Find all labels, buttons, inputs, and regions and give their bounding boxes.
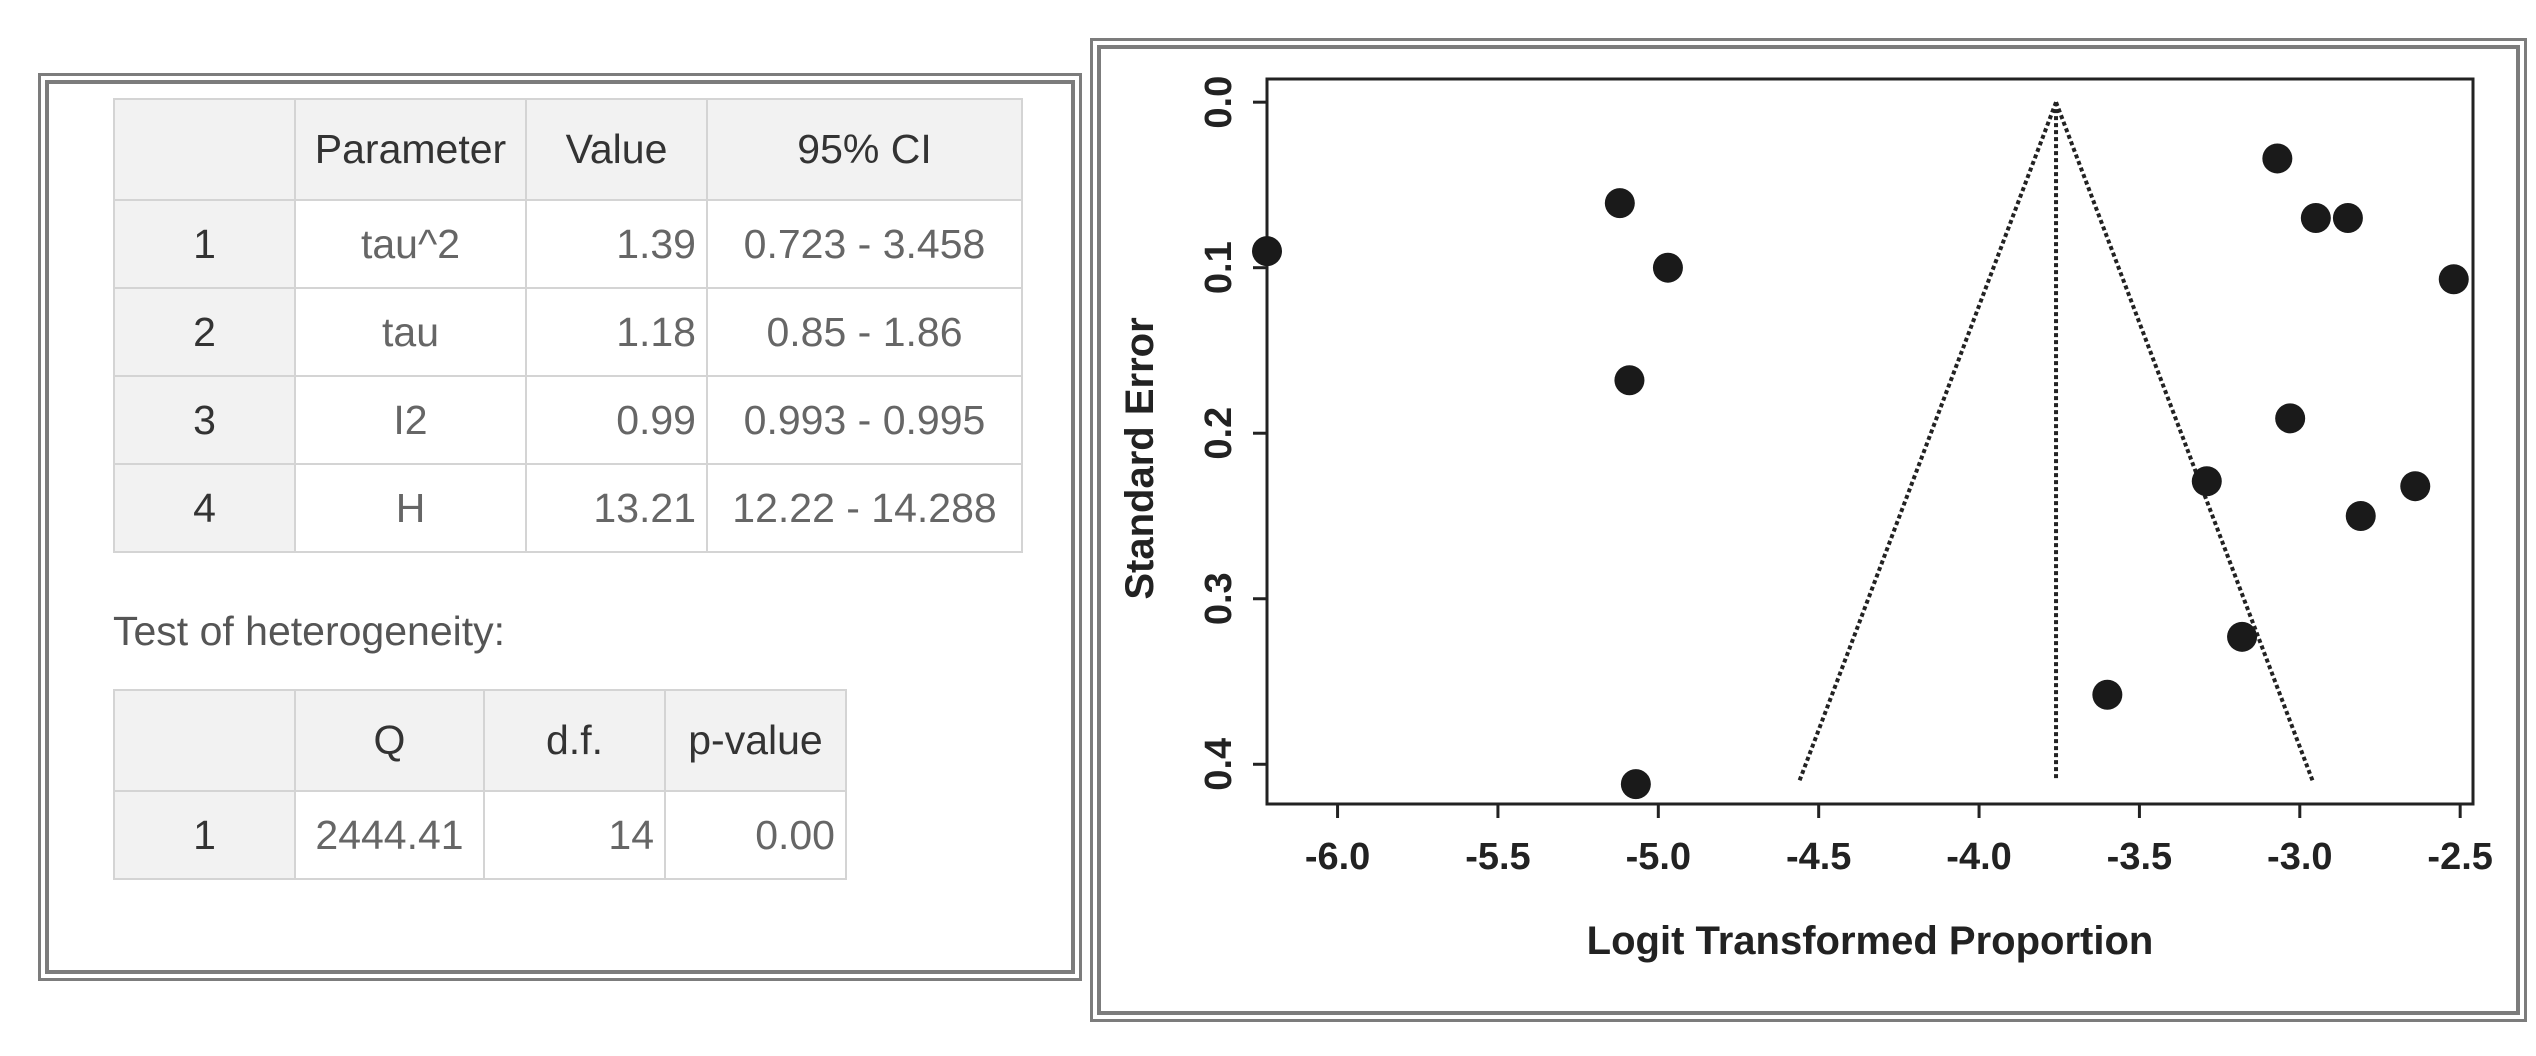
data-point [1604, 188, 1635, 219]
x-tick-label: -4.5 [1786, 836, 1851, 878]
x-axis-label: Logit Transformed Proportion [1587, 919, 2154, 963]
data-point [2300, 203, 2331, 234]
funnel-plot-panel: -6.0 -5.5 -5.0 -4.5 -4.0 -3.5 -3.0 -2.5 0.0 0.1 0… [1090, 38, 2527, 1022]
results-panel: Parameter Value 95% CI 1 tau^2 1.39 0.72… [38, 73, 1082, 981]
table-row: 3 I2 0.99 0.993 - 0.995 [113, 375, 1023, 465]
header-cell: p-value [664, 689, 847, 792]
data-point [2092, 679, 2123, 710]
value-cell: 13.21 [525, 463, 708, 553]
y-tick-label: 0.2 [1198, 407, 1240, 460]
funnel-lines [1797, 101, 2315, 782]
x-tick-label: -3.0 [2267, 836, 2332, 878]
data-point [1252, 236, 1282, 267]
data-point [2345, 500, 2376, 531]
funnel-left-line [1797, 101, 2058, 782]
y-axis: 0.0 0.1 0.2 0.3 0.4 [1198, 76, 1267, 791]
data-point [1652, 252, 1683, 283]
p-value-cell: 0.00 [664, 790, 847, 880]
table-row: 2 tau 1.18 0.85 - 1.86 [113, 287, 1023, 377]
parameter-cell: tau [294, 287, 527, 377]
heterogeneity-table: Q d.f. p-value 1 2444.41 14 0.00 [113, 689, 847, 880]
value-cell: 1.39 [525, 199, 708, 289]
header-cell: Parameter [294, 98, 527, 201]
x-tick-label: -4.0 [1946, 836, 2011, 878]
y-tick-label: 0.0 [1198, 76, 1240, 129]
data-point [2191, 466, 2222, 497]
parameter-cell: H [294, 463, 527, 553]
x-axis: -6.0 -5.5 -5.0 -4.5 -4.0 -3.5 -3.0 -2.5 [1305, 804, 2493, 878]
table-header-row: Q d.f. p-value [113, 689, 847, 792]
row-number: 3 [113, 375, 296, 465]
table-row: 1 tau^2 1.39 0.723 - 3.458 [113, 199, 1023, 289]
ci-cell: 0.993 - 0.995 [706, 375, 1023, 465]
x-tick-label: -3.5 [2107, 836, 2172, 878]
row-number: 2 [113, 287, 296, 377]
data-point [1614, 365, 1645, 396]
data-point [2275, 403, 2306, 434]
header-cell: d.f. [483, 689, 666, 792]
x-tick-label: -2.5 [2427, 836, 2492, 878]
funnel-plot: -6.0 -5.5 -5.0 -4.5 -4.0 -3.5 -3.0 -2.5 0.00.10… [1118, 76, 2493, 963]
row-number: 1 [113, 199, 296, 289]
parameter-cell: tau^2 [294, 199, 527, 289]
data-point [2227, 621, 2258, 652]
y-axis-label: Standard Error [1118, 317, 1162, 599]
ci-cell: 0.723 - 3.458 [706, 199, 1023, 289]
plot-frame [1265, 77, 2475, 806]
parameter-table: Parameter Value 95% CI 1 tau^2 1.39 0.72… [113, 98, 1023, 553]
header-cell: Q [294, 689, 485, 792]
ci-cell: 0.85 - 1.86 [706, 287, 1023, 377]
header-cell [113, 98, 296, 201]
header-cell: 95% CI [706, 98, 1023, 201]
value-cell: 0.99 [525, 375, 708, 465]
y-tick-label: 0.3 [1198, 572, 1240, 625]
header-cell [113, 689, 296, 792]
y-tick-label: 0.1 [1198, 241, 1240, 294]
header-cell: Value [525, 98, 708, 201]
row-number: 4 [113, 463, 296, 553]
data-point [1620, 769, 1651, 800]
x-tick-label: -5.0 [1626, 836, 1691, 878]
q-cell: 2444.41 [294, 790, 485, 880]
y-tick-label: 0.4 [1198, 738, 1240, 791]
value-cell: 1.18 [525, 287, 708, 377]
x-tick-label: -5.5 [1465, 836, 1530, 878]
table-row: 4 H 13.21 12.22 - 14.288 [113, 463, 1023, 553]
x-tick-label: -6.0 [1305, 836, 1370, 878]
heterogeneity-heading: Test of heterogeneity: [113, 608, 506, 654]
data-point [2438, 264, 2469, 295]
df-cell: 14 [483, 790, 666, 880]
data-point [2400, 471, 2431, 502]
data-point [2262, 143, 2293, 174]
data-points [1252, 143, 2469, 800]
table-header-row: Parameter Value 95% CI [113, 98, 1023, 201]
ci-cell: 12.22 - 14.288 [706, 463, 1023, 553]
parameter-cell: I2 [294, 375, 527, 465]
data-point [2332, 203, 2363, 234]
row-number: 1 [113, 790, 296, 880]
funnel-right-line [2054, 101, 2315, 782]
table-row: 1 2444.41 14 0.00 [113, 790, 847, 880]
